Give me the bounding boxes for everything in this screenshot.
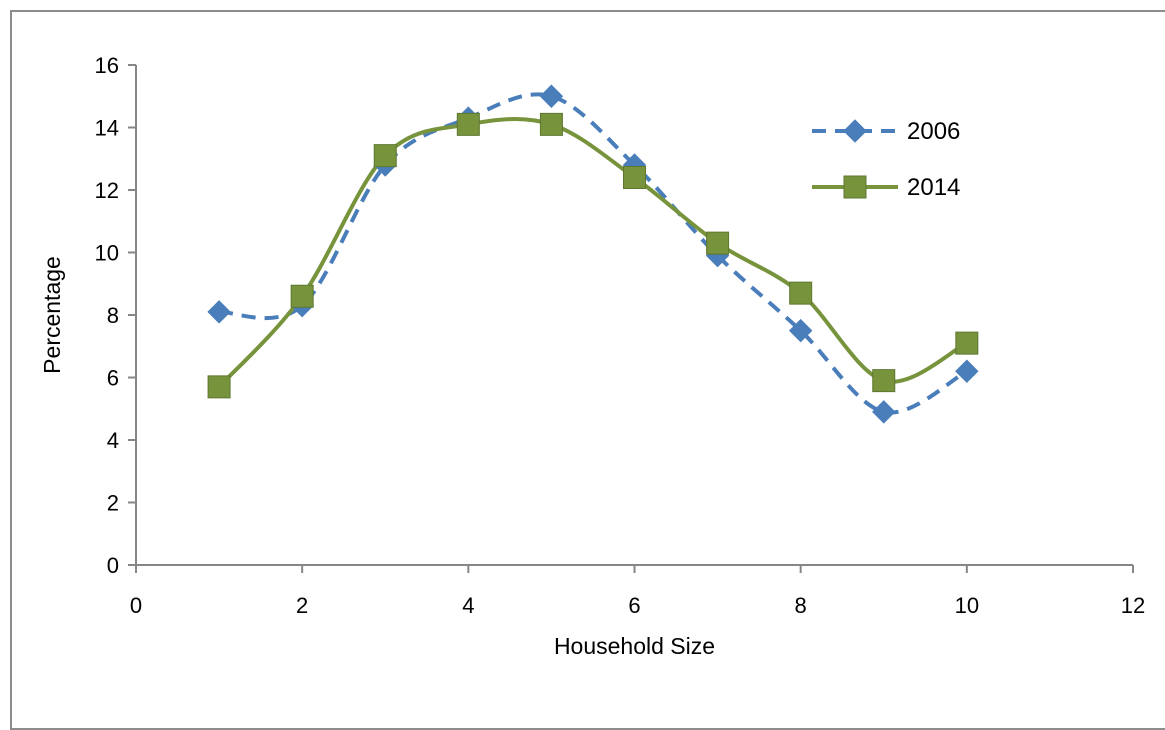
data-point-2006-1 [207,300,231,324]
legend-label-2014: 2014 [907,174,960,201]
y-tick-label: 8 [107,303,119,328]
legend-marker-2006 [843,119,867,143]
series-line-2006 [218,92,968,415]
data-point-2014-8 [789,281,813,305]
data-point-2014-1 [207,375,231,399]
series-line-2014 [217,117,968,389]
series-layer [217,92,968,415]
y-tick-label: 12 [95,178,119,203]
data-point-2014-4 [456,112,480,136]
x-axis-title: Household Size [554,633,715,659]
data-point-2006-8 [788,318,813,343]
data-point-2014-6 [623,166,646,189]
y-axis-ticks: 0 2 4 6 8 10 12 14 16 [95,53,136,578]
x-tick-label: 8 [795,593,807,618]
x-tick-label: 2 [296,593,308,618]
x-tick-label: 6 [628,593,640,618]
legend-label-2006: 2006 [907,118,960,145]
y-tick-label: 2 [107,491,119,516]
y-tick-label: 0 [107,553,119,578]
data-point-2014-7 [706,231,730,255]
y-tick-label: 6 [107,366,119,391]
x-tick-label: 4 [462,593,474,618]
line-chart: 0 2 4 6 8 10 12 14 16 0 2 4 6 8 10 12 Household Size P… [39,53,1146,659]
y-axis-title: Percentage [39,256,65,374]
data-point-2014-10 [955,331,979,355]
data-point-2014-2 [290,284,314,308]
data-point-2006-9 [872,400,896,424]
markers-layer [207,84,979,424]
y-tick-label: 16 [95,53,119,78]
data-point-2006-5 [539,84,564,108]
legend: 2006 2014 [812,118,960,201]
legend-item-2006: 2006 [812,118,960,145]
data-point-2006-10 [955,359,979,383]
x-tick-label: 10 [955,593,979,618]
axes-layer: 0 2 4 6 8 10 12 14 16 0 2 4 6 8 10 12 [95,53,1146,618]
series-markers-2014 [207,112,979,399]
x-tick-label: 12 [1121,593,1145,618]
x-tick-label: 0 [130,593,142,618]
legend-item-2014: 2014 [812,174,960,201]
y-tick-label: 14 [95,116,119,141]
y-tick-label: 4 [107,428,119,453]
data-point-2014-3 [373,144,397,168]
data-point-2014-9 [872,369,896,393]
data-point-2014-5 [539,112,563,136]
legend-marker-2014 [843,175,867,199]
x-axis-ticks: 0 2 4 6 8 10 12 [130,565,1145,618]
series-markers-2006 [207,84,979,424]
y-tick-label: 10 [95,241,119,266]
